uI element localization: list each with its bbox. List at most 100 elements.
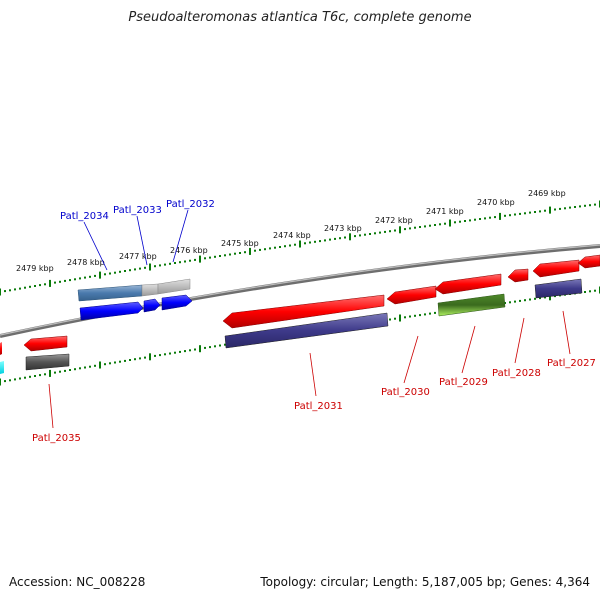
scale-label: 2479 kbp: [16, 264, 54, 273]
scale-dot: [144, 357, 146, 359]
scale-tick: [49, 370, 51, 377]
scale-dot: [559, 208, 561, 210]
scale-dot: [64, 280, 66, 282]
scale-dot: [209, 346, 211, 348]
scale-dot: [69, 279, 71, 281]
gene-2029-annotation[interactable]: [438, 294, 505, 316]
scale-dot: [139, 268, 141, 270]
scale-dot: [584, 205, 586, 207]
leader-line: [462, 326, 475, 373]
gene-left-partial-cds[interactable]: [0, 342, 2, 355]
scale-dot: [44, 283, 46, 285]
gene-label-reverse[interactable]: Patl_2029: [439, 377, 488, 388]
scale-dot: [364, 234, 366, 236]
scale-label: 2469 kbp: [528, 189, 566, 198]
scale-dot: [324, 239, 326, 241]
scale-label: 2472 kbp: [375, 216, 413, 225]
scale-dot: [179, 261, 181, 263]
scale-dot: [504, 215, 506, 217]
scale-dot: [274, 247, 276, 249]
scale-label: 2475 kbp: [221, 239, 259, 248]
scale-dot: [154, 265, 156, 267]
scale-dot: [419, 314, 421, 316]
scale-dot: [164, 353, 166, 355]
scale-dot: [514, 301, 516, 303]
gene-2032-cds[interactable]: [162, 295, 192, 310]
scale-dot: [589, 290, 591, 292]
scale-dot: [534, 298, 536, 300]
gene-label-reverse[interactable]: Patl_2031: [294, 401, 343, 412]
gene-left-partial-annotation[interactable]: [0, 361, 4, 374]
gene-2035-annotation[interactable]: [26, 354, 69, 370]
scale-tick: [499, 213, 501, 220]
gene-feature-2034-annotation[interactable]: [78, 285, 142, 301]
scale-dot: [29, 376, 31, 378]
scale-label: 2478 kbp: [67, 258, 105, 267]
gene-2034-cds[interactable]: [80, 302, 143, 320]
gene-label-forward[interactable]: Patl_2033: [113, 205, 162, 216]
scale-dot: [214, 256, 216, 258]
scale-dot: [159, 354, 161, 356]
scale-dot: [264, 248, 266, 250]
scale-dot: [344, 237, 346, 239]
gene-label-reverse[interactable]: Patl_2035: [32, 433, 81, 444]
scale-dot: [444, 223, 446, 225]
scale-dot: [429, 225, 431, 227]
scale-tick: [149, 353, 151, 360]
scale-dot: [524, 299, 526, 301]
scale-dot: [409, 227, 411, 229]
scale-dot: [54, 372, 56, 374]
scale-dot: [564, 207, 566, 209]
gene-2028-cds[interactable]: [508, 269, 528, 282]
scale-dot: [59, 281, 61, 283]
gene-2027-cds[interactable]: [533, 260, 579, 277]
scale-dot: [394, 230, 396, 232]
scale-dot: [539, 210, 541, 212]
scale-dot: [529, 299, 531, 301]
scale-dot: [194, 349, 196, 351]
scale-dot: [454, 221, 456, 223]
scale-dot: [384, 231, 386, 233]
scale-label: 2477 kbp: [119, 252, 157, 261]
scale-dot: [394, 318, 396, 320]
scale-dot: [459, 221, 461, 223]
scale-dot: [414, 315, 416, 317]
scale-dot: [44, 373, 46, 375]
scale-dot: [174, 262, 176, 264]
scale-dot: [234, 253, 236, 255]
gene-2035-cds[interactable]: [24, 336, 67, 351]
scale-tick: [149, 264, 151, 271]
leader-line: [515, 318, 524, 363]
scale-dot: [9, 289, 11, 291]
scale-dot: [334, 238, 336, 240]
scale-dot: [14, 288, 16, 290]
gene-label-forward[interactable]: Patl_2032: [166, 199, 215, 210]
gene-feature-2032-annotation[interactable]: [158, 279, 190, 294]
scale-dot: [134, 268, 136, 270]
genome-map: 2479 kbp 2478 kbp 2477 kbp 2476 kbp 2475…: [0, 0, 600, 600]
scale-dot: [4, 290, 6, 292]
scale-dot: [434, 224, 436, 226]
gene-label-reverse[interactable]: Patl_2028: [492, 368, 541, 379]
gene-2029-cds[interactable]: [435, 274, 501, 294]
gene-2027-annotation[interactable]: [535, 279, 582, 298]
gene-label-reverse[interactable]: Patl_2030: [381, 387, 430, 398]
gene-2030-cds[interactable]: [387, 286, 436, 304]
scale-dot: [259, 249, 261, 251]
scale-dot: [589, 204, 591, 206]
scale-dot: [34, 375, 36, 377]
leader-line: [563, 311, 570, 354]
gene-label-forward[interactable]: Patl_2034: [60, 211, 109, 222]
scale-dot: [104, 363, 106, 365]
gene-feature-2033-annotation[interactable]: [142, 284, 158, 296]
scale-dot: [54, 282, 56, 284]
gene-label-reverse[interactable]: Patl_2027: [547, 358, 596, 369]
scale-tick: [399, 226, 401, 233]
scale-dot: [429, 313, 431, 315]
scale-dot: [4, 380, 6, 382]
scale-dot: [84, 277, 86, 279]
scale-dot: [544, 210, 546, 212]
gene-2033-cds[interactable]: [144, 299, 160, 312]
scale-dot: [294, 244, 296, 246]
gene-right-partial-cds[interactable]: [578, 255, 600, 268]
